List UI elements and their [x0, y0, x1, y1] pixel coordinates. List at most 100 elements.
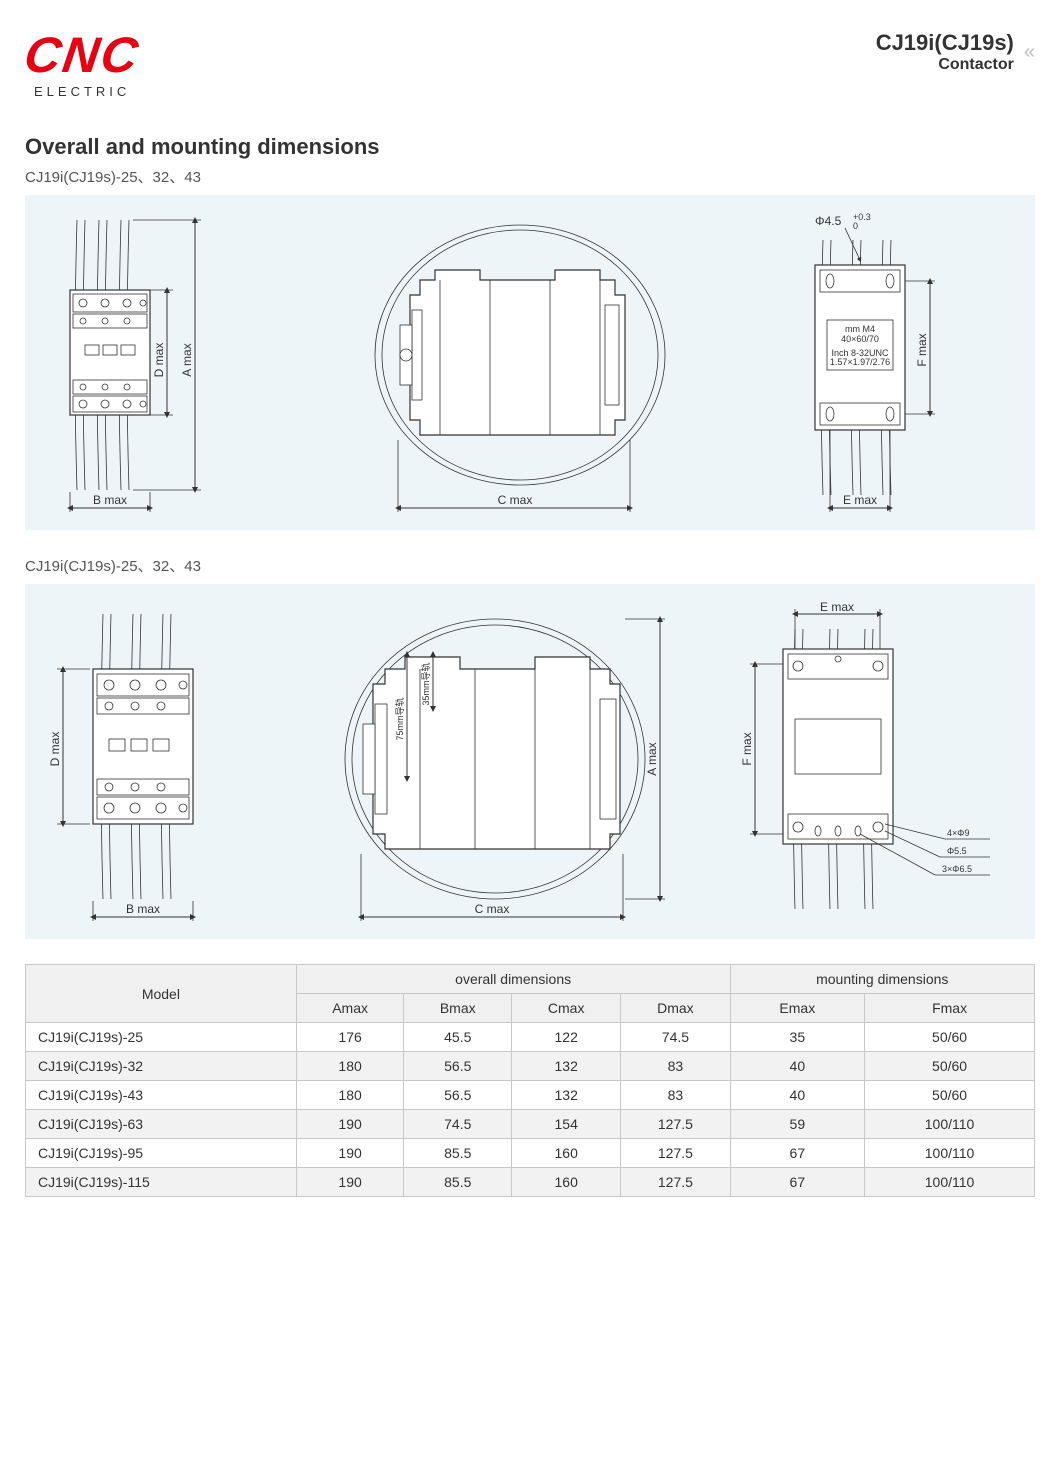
svg-text:D max: D max [48, 732, 62, 767]
cell-e: 40 [730, 1081, 865, 1110]
col-dmax: Dmax [621, 994, 730, 1023]
svg-text:3×Φ6.5: 3×Φ6.5 [942, 864, 972, 874]
cell-e: 59 [730, 1110, 865, 1139]
side-view-svg: C max [350, 210, 690, 520]
svg-text:35mm导轨: 35mm导轨 [420, 662, 431, 705]
svg-text:1.57×1.97/2.76: 1.57×1.97/2.76 [830, 357, 890, 367]
diagram-panel-1: D max A max B max [25, 195, 1035, 530]
svg-text:mm M4: mm M4 [845, 324, 875, 334]
col-mounting: mounting dimensions [730, 965, 1034, 994]
svg-text:4×Φ9: 4×Φ9 [947, 828, 969, 838]
cell-f: 50/60 [865, 1052, 1035, 1081]
cell-e: 67 [730, 1139, 865, 1168]
table-row: CJ19i(CJ19s)-2517645.512274.53550/60 [26, 1023, 1035, 1052]
cell-model: CJ19i(CJ19s)-43 [26, 1081, 297, 1110]
variant-label-2: CJ19i(CJ19s)-25、32、43 [25, 555, 1035, 576]
col-fmax: Fmax [865, 994, 1035, 1023]
table-row: CJ19i(CJ19s)-11519085.5160127.567100/110 [26, 1168, 1035, 1197]
svg-text:F max: F max [915, 333, 929, 366]
svg-text:B max: B max [126, 902, 160, 916]
table-row: CJ19i(CJ19s)-4318056.5132834050/60 [26, 1081, 1035, 1110]
svg-text:C max: C max [475, 902, 510, 916]
side-view-1: C max [350, 210, 690, 520]
svg-text:Φ4.5: Φ4.5 [815, 214, 842, 228]
cell-d: 127.5 [621, 1110, 730, 1139]
cell-c: 132 [512, 1081, 621, 1110]
col-emax: Emax [730, 994, 865, 1023]
cell-model: CJ19i(CJ19s)-95 [26, 1139, 297, 1168]
side-view-2-svg: 35mm导轨 75mm导轨 A max C max [325, 599, 685, 929]
section-title: Overall and mounting dimensions [25, 134, 1035, 160]
table-row: CJ19i(CJ19s)-9519085.5160127.567100/110 [26, 1139, 1035, 1168]
cell-b: 85.5 [404, 1168, 512, 1197]
cell-c: 160 [512, 1168, 621, 1197]
product-type: Contactor [876, 56, 1014, 74]
col-overall: overall dimensions [296, 965, 730, 994]
cell-e: 35 [730, 1023, 865, 1052]
rear-view-2: E max F max [735, 599, 1015, 929]
cell-b: 85.5 [404, 1139, 512, 1168]
cell-b: 56.5 [404, 1081, 512, 1110]
cell-f: 100/110 [865, 1110, 1035, 1139]
logo-text: CNC [21, 30, 142, 80]
header-product-block: CJ19i(CJ19s) Contactor « [876, 30, 1035, 74]
svg-text:40×60/70: 40×60/70 [841, 334, 879, 344]
cell-b: 74.5 [404, 1110, 512, 1139]
table-row: CJ19i(CJ19s)-6319074.5154127.559100/110 [26, 1110, 1035, 1139]
svg-text:C max: C max [498, 493, 533, 507]
cell-f: 50/60 [865, 1081, 1035, 1110]
rear-view-2-svg: E max F max [735, 599, 1015, 929]
product-code: CJ19i(CJ19s) [876, 30, 1014, 56]
variant-label-1: CJ19i(CJ19s)-25、32、43 [25, 166, 1035, 187]
front-view-2-svg: D max [45, 599, 275, 929]
cell-a: 190 [296, 1110, 404, 1139]
dimensions-table: Model overall dimensions mounting dimens… [25, 964, 1035, 1197]
cell-a: 180 [296, 1081, 404, 1110]
rear-view-svg: Φ4.5 +0.3 0 [775, 210, 1015, 520]
cell-e: 67 [730, 1168, 865, 1197]
cell-e: 40 [730, 1052, 865, 1081]
col-bmax: Bmax [404, 994, 512, 1023]
cell-b: 56.5 [404, 1052, 512, 1081]
cell-model: CJ19i(CJ19s)-32 [26, 1052, 297, 1081]
cell-a: 180 [296, 1052, 404, 1081]
svg-text:75mm导轨: 75mm导轨 [394, 697, 405, 740]
table-row: CJ19i(CJ19s)-3218056.5132834050/60 [26, 1052, 1035, 1081]
cell-f: 50/60 [865, 1023, 1035, 1052]
cell-d: 83 [621, 1052, 730, 1081]
cell-c: 160 [512, 1139, 621, 1168]
cell-model: CJ19i(CJ19s)-63 [26, 1110, 297, 1139]
cell-c: 132 [512, 1052, 621, 1081]
svg-text:F max: F max [740, 732, 754, 765]
page-header: CNC ELECTRIC CJ19i(CJ19s) Contactor « [25, 30, 1035, 99]
cell-c: 122 [512, 1023, 621, 1052]
svg-text:E max: E max [820, 600, 854, 614]
cell-model: CJ19i(CJ19s)-25 [26, 1023, 297, 1052]
brand-logo: CNC ELECTRIC [25, 30, 139, 99]
cell-a: 190 [296, 1168, 404, 1197]
svg-text:A max: A max [180, 343, 194, 376]
side-view-2: 35mm导轨 75mm导轨 A max C max [325, 599, 685, 929]
front-view-2: D max [45, 599, 275, 929]
svg-text:A max: A max [645, 742, 659, 775]
svg-text:Φ5.5: Φ5.5 [947, 846, 967, 856]
cell-d: 74.5 [621, 1023, 730, 1052]
cell-a: 176 [296, 1023, 404, 1052]
logo-subtext: ELECTRIC [34, 84, 130, 99]
cell-d: 127.5 [621, 1139, 730, 1168]
cell-a: 190 [296, 1139, 404, 1168]
cell-d: 83 [621, 1081, 730, 1110]
svg-text:B max: B max [93, 493, 127, 507]
rear-view-1: Φ4.5 +0.3 0 [775, 210, 1015, 520]
cell-c: 154 [512, 1110, 621, 1139]
svg-text:0: 0 [853, 221, 858, 231]
col-amax: Amax [296, 994, 404, 1023]
cell-model: CJ19i(CJ19s)-115 [26, 1168, 297, 1197]
diagram-panel-2: D max [25, 584, 1035, 939]
cell-b: 45.5 [404, 1023, 512, 1052]
svg-text:D max: D max [152, 343, 166, 378]
col-model: Model [26, 965, 297, 1023]
front-view-svg: D max A max B max [45, 210, 265, 520]
cell-d: 127.5 [621, 1168, 730, 1197]
cell-f: 100/110 [865, 1139, 1035, 1168]
